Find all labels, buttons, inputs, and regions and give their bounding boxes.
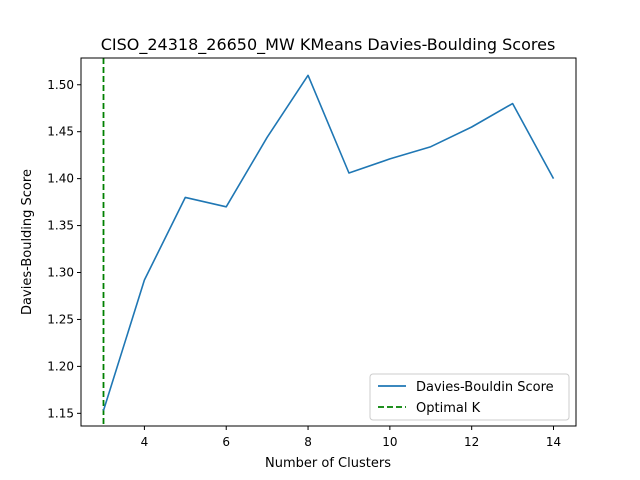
- x-tick-label: 4: [141, 435, 149, 449]
- data-point: [225, 205, 228, 208]
- y-tick-label: 1.45: [47, 125, 74, 139]
- x-axis-label: Number of Clusters: [265, 456, 391, 471]
- data-point: [184, 196, 187, 199]
- data-point: [143, 279, 146, 282]
- y-tick-label: 1.15: [47, 406, 74, 420]
- y-axis-label: Davies-Boulding Score: [20, 169, 35, 315]
- plot-area: [102, 58, 555, 426]
- data-point: [307, 74, 310, 77]
- y-tick-label: 1.50: [47, 78, 74, 92]
- data-point: [347, 172, 350, 175]
- data-point: [388, 157, 391, 160]
- data-point: [266, 136, 269, 139]
- chart-title: CISO_24318_26650_MW KMeans Davies-Bouldi…: [101, 35, 556, 55]
- data-point: [429, 145, 432, 148]
- legend-box: [369, 373, 570, 421]
- axes: 4 6 8 10 12 14 1.15 1.20 1.25 1.30 1.35 1.40 1.45 1.5…: [47, 57, 577, 449]
- x-tick-label: 6: [222, 435, 230, 449]
- y-tick-label: 1.30: [47, 266, 74, 280]
- data-point: [102, 409, 105, 412]
- y-tick-label: 1.40: [47, 172, 74, 186]
- legend-label: Optimal K: [416, 401, 481, 416]
- axes-frame: [80, 57, 577, 427]
- data-point: [511, 102, 514, 105]
- series-line-0: [102, 74, 555, 411]
- y-tick-label: 1.35: [47, 219, 74, 233]
- x-tick-label: 14: [546, 435, 561, 449]
- legend-label: Davies-Bouldin Score: [416, 380, 554, 395]
- x-tick-label: 12: [464, 435, 479, 449]
- y-tick-label: 1.20: [47, 359, 74, 373]
- legend: Davies-Bouldin Score Optimal K: [369, 373, 570, 421]
- x-tick-label: 8: [304, 435, 312, 449]
- x-tick-label: 10: [382, 435, 397, 449]
- data-point: [552, 177, 555, 180]
- data-point: [470, 126, 473, 129]
- y-tick-label: 1.25: [47, 312, 74, 326]
